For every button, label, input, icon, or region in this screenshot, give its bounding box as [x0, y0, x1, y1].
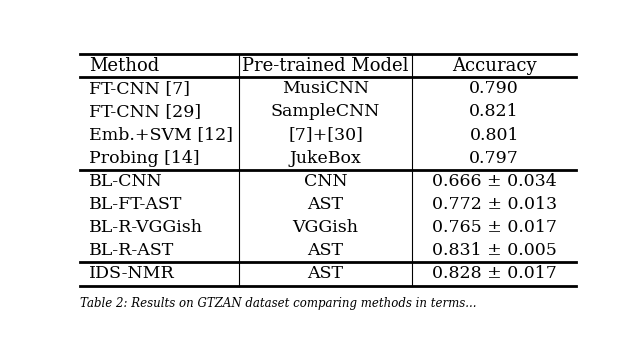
Text: Pre-trained Model: Pre-trained Model	[243, 57, 409, 74]
Text: BL-FT-AST: BL-FT-AST	[89, 196, 182, 213]
Text: 0.801: 0.801	[469, 126, 519, 144]
Text: FT-CNN [7]: FT-CNN [7]	[89, 80, 190, 97]
Text: 0.772 ± 0.013: 0.772 ± 0.013	[431, 196, 557, 213]
Text: 0.821: 0.821	[469, 103, 519, 120]
Text: 0.797: 0.797	[469, 150, 519, 167]
Text: BL-CNN: BL-CNN	[89, 173, 163, 190]
Text: Emb.+SVM [12]: Emb.+SVM [12]	[89, 126, 233, 144]
Text: AST: AST	[307, 266, 344, 282]
Text: Method: Method	[89, 57, 159, 74]
Text: 0.831 ± 0.005: 0.831 ± 0.005	[432, 242, 557, 259]
Text: AST: AST	[307, 242, 344, 259]
Text: Accuracy: Accuracy	[452, 57, 536, 74]
Text: Probing [14]: Probing [14]	[89, 150, 200, 167]
Text: MusiCNN: MusiCNN	[282, 80, 369, 97]
Text: 0.790: 0.790	[469, 80, 519, 97]
Text: CNN: CNN	[304, 173, 348, 190]
Text: AST: AST	[307, 196, 344, 213]
Text: 0.765 ± 0.017: 0.765 ± 0.017	[431, 219, 557, 236]
Text: SampleCNN: SampleCNN	[271, 103, 380, 120]
Text: [7]+[30]: [7]+[30]	[288, 126, 363, 144]
Text: 0.828 ± 0.017: 0.828 ± 0.017	[432, 266, 557, 282]
Text: IDS-NMR: IDS-NMR	[89, 266, 175, 282]
Text: Table 2: Results on GTZAN dataset comparing methods in terms...: Table 2: Results on GTZAN dataset compar…	[80, 296, 477, 310]
Text: BL-R-VGGish: BL-R-VGGish	[89, 219, 203, 236]
Text: VGGish: VGGish	[292, 219, 358, 236]
Text: BL-R-AST: BL-R-AST	[89, 242, 174, 259]
Text: 0.666 ± 0.034: 0.666 ± 0.034	[432, 173, 557, 190]
Text: FT-CNN [29]: FT-CNN [29]	[89, 103, 201, 120]
Text: JukeBox: JukeBox	[290, 150, 362, 167]
